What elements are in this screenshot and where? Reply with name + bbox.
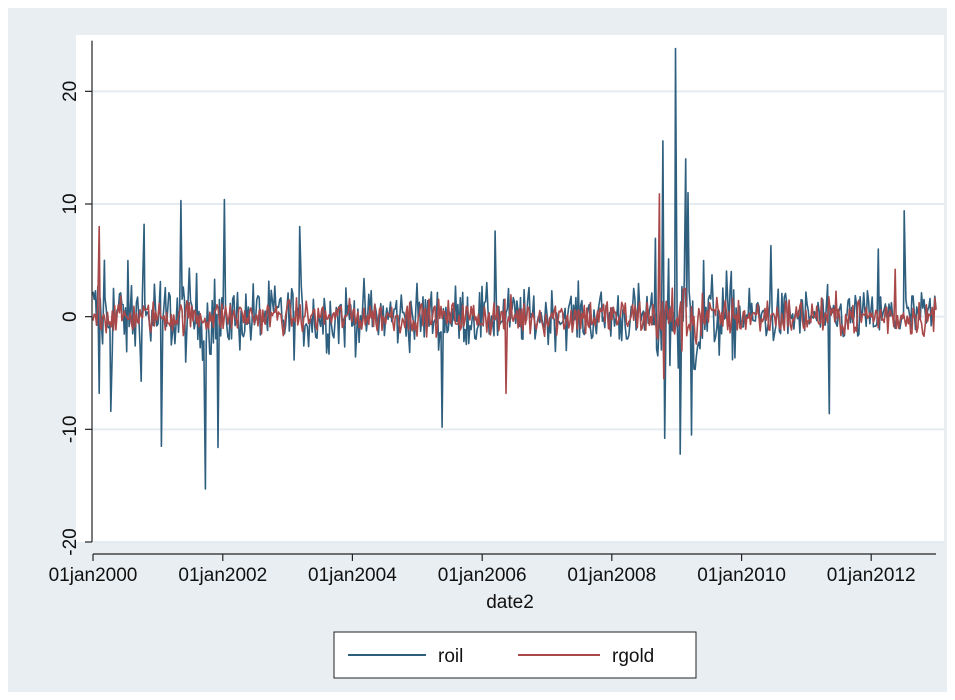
series-line-rgold	[92, 193, 937, 395]
x-tick-label: 01jan2004	[308, 565, 397, 586]
legend-label-roil: roil	[438, 646, 463, 667]
legend: roil rgold	[333, 631, 697, 679]
y-tick-label: -10	[60, 416, 81, 443]
x-tick-label: 01jan2002	[178, 565, 267, 586]
legend-label-rgold: rgold	[612, 646, 654, 667]
x-tick-label: 01jan2006	[438, 565, 527, 586]
series-lines	[92, 47, 937, 490]
y-tick-label: 10	[60, 193, 81, 214]
chart: -20 -10 0 10 20 01jan2000 01jan2002 01jan2004 01…	[49, 35, 944, 679]
y-tick-label: -20	[60, 528, 81, 555]
y-tick-label: 20	[60, 81, 81, 102]
plot-area	[76, 35, 944, 542]
chart-background: -20 -10 0 10 20 01jan2000 01jan2002 01jan2004 01…	[8, 8, 947, 692]
x-tick-label: 01jan2012	[827, 565, 916, 586]
x-tick-label: 01jan2000	[49, 565, 138, 586]
y-tick-label: 0	[60, 311, 81, 322]
x-tick-label: 01jan2008	[567, 565, 656, 586]
x-tick-label: 01jan2010	[697, 565, 786, 586]
x-axis-title: date2	[486, 592, 534, 613]
axes: -20 -10 0 10 20 01jan2000 01jan2002 01jan2004 01…	[49, 40, 936, 586]
